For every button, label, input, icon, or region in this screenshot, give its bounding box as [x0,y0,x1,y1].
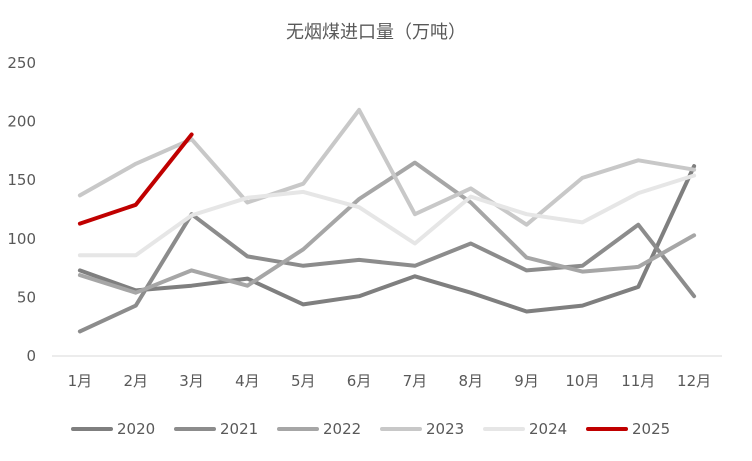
axes: 0 50 100 150 200 250 1月 2月 3月 4月 5月 6月 7月 8月 9月 10月 11月 1… [7,54,722,390]
series-line-2021 [77,212,697,334]
y-tick-label: 100 [7,230,36,248]
x-tick-label: 7月 [403,372,428,390]
x-tick-label: 5月 [291,372,316,390]
series-lines [77,107,697,334]
x-tick-label: 11月 [621,372,655,390]
x-tick-label: 4月 [235,372,260,390]
legend-label: 2020 [117,420,155,438]
x-tick-label: 6月 [347,372,372,390]
series-line-2025 [77,132,194,226]
series-line-2020 [77,164,697,314]
legend-label: 2021 [220,420,258,438]
y-tick-label: 200 [7,113,36,131]
y-tick-label: 0 [26,347,36,365]
y-tick-label: 50 [17,288,36,306]
y-tick-label: 250 [7,54,36,72]
x-tick-label: 9月 [514,372,539,390]
x-tick-label: 8月 [458,372,483,390]
y-tick-label: 150 [7,171,36,189]
series-line-2024 [77,173,697,258]
legend-label: 2024 [529,420,567,438]
chart-title: 无烟煤进口量（万吨） [286,22,466,43]
x-tick-label: 3月 [179,372,204,390]
series-line-2022 [77,160,697,295]
x-tick-label: 1月 [68,372,93,390]
x-tick-label: 10月 [565,372,599,390]
x-tick-label: 12月 [677,372,711,390]
legend-label: 2022 [323,420,361,438]
series-line-2023 [77,107,697,227]
legend-label: 2023 [426,420,464,438]
legend-label: 2025 [632,420,670,438]
x-tick-label: 2月 [123,372,148,390]
legend: 2020 2021 2022 2023 2024 2025 [71,420,670,438]
